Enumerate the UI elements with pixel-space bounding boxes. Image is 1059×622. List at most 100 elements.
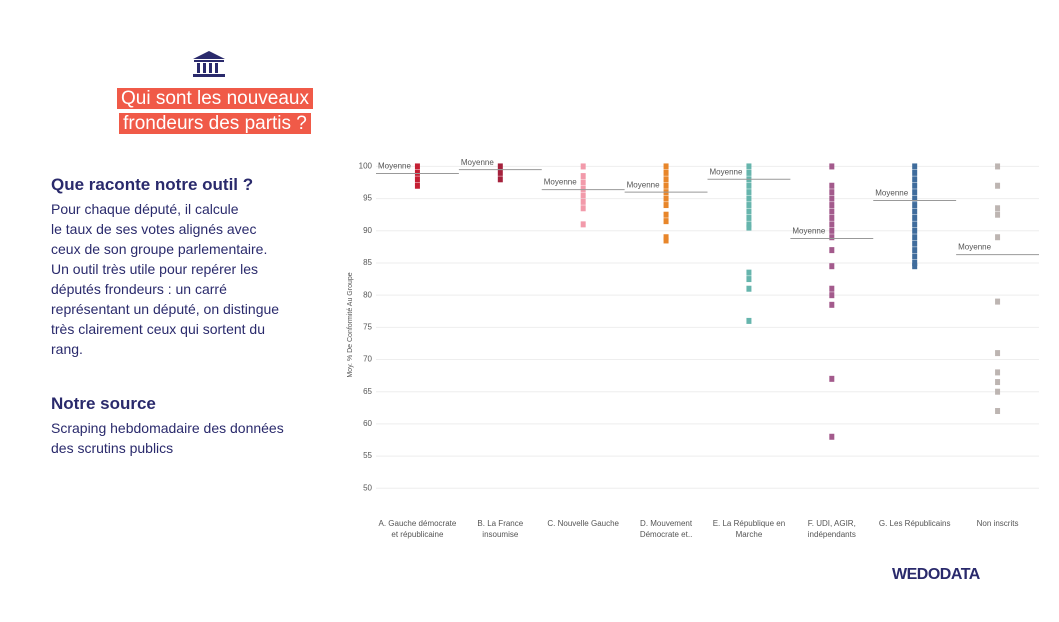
deputy-square	[912, 176, 918, 183]
mean-label: Moyenne	[710, 167, 743, 176]
deputy-square	[995, 211, 1001, 218]
deputy-square	[580, 221, 586, 228]
deputy-square	[912, 263, 918, 270]
section-text: Un outil très utile pour repérer les	[51, 261, 258, 277]
deputy-square	[912, 240, 918, 247]
deputy-square	[663, 218, 669, 225]
mean-label: Moyenne	[958, 243, 991, 252]
deputy-square	[829, 202, 835, 209]
deputy-square	[580, 185, 586, 192]
deputy-square	[995, 408, 1001, 415]
deputy-square	[580, 179, 586, 186]
x-tick-label: B. La France insoumise	[477, 519, 524, 539]
deputy-square	[580, 163, 586, 170]
deputy-square	[829, 234, 835, 241]
section-heading: Notre source	[51, 394, 156, 413]
deputy-square	[829, 214, 835, 221]
y-tick-label: 100	[359, 162, 373, 171]
deputy-square	[829, 263, 835, 270]
section: Notre source Scraping hebdomadaire des do…	[51, 394, 284, 458]
deputy-square	[746, 202, 752, 209]
y-tick-label: 80	[363, 290, 372, 299]
deputy-square	[829, 221, 835, 228]
deputy-square	[746, 221, 752, 228]
deputy-square	[829, 375, 835, 382]
deputy-square	[497, 163, 503, 170]
mean-label: Moyenne	[378, 162, 411, 171]
deputy-square	[829, 189, 835, 196]
deputy-square	[746, 269, 752, 276]
x-tick-label: D. Mouvement Démocrate et..	[639, 519, 693, 539]
deputy-square	[912, 208, 918, 215]
deputy-square	[912, 195, 918, 202]
y-tick-label: 50	[363, 483, 372, 492]
mean-label: Moyenne	[461, 158, 494, 167]
deputy-square	[663, 176, 669, 183]
deputy-square	[580, 198, 586, 205]
section-text: le taux de ses votes alignés avec	[51, 221, 257, 237]
deputy-square	[414, 169, 420, 176]
deputy-square	[912, 253, 918, 260]
section-text: Scraping hebdomadaire des données	[51, 420, 284, 436]
deputy-square	[746, 182, 752, 189]
deputy-square	[580, 173, 586, 180]
chart: 50 55 60 65 70 75 80 85 90 95 100 Moy. % De Conform…	[347, 158, 1039, 492]
deputy-square	[829, 285, 835, 292]
y-tick-label: 85	[363, 258, 372, 267]
deputy-square	[995, 234, 1001, 241]
deputy-square	[580, 205, 586, 212]
section-text: députés frondeurs : un carré	[51, 281, 227, 297]
deputy-square	[497, 176, 503, 183]
y-tick-label: 70	[363, 355, 372, 364]
deputy-square	[912, 221, 918, 228]
deputy-square	[414, 163, 420, 170]
deputy-square	[995, 182, 1001, 189]
y-tick-label: 75	[363, 322, 372, 331]
deputy-square	[663, 182, 669, 189]
deputy-square	[995, 163, 1001, 170]
deputy-square	[912, 214, 918, 221]
deputy-square	[746, 224, 752, 231]
building-icon	[193, 51, 225, 77]
deputy-square	[912, 163, 918, 170]
deputy-square	[746, 276, 752, 283]
deputy-square	[746, 317, 752, 324]
title-line: Qui sont les nouveaux	[116, 88, 313, 109]
deputy-square	[746, 163, 752, 170]
deputy-square	[663, 195, 669, 202]
section: Que raconte notre outil ? Pour chaque dép…	[51, 175, 279, 359]
deputy-square	[829, 227, 835, 234]
section-heading: Que raconte notre outil ?	[51, 175, 254, 194]
y-axis-title: Moy. % De Conformité Au Groupe	[347, 272, 354, 377]
deputy-square	[829, 163, 835, 170]
deputy-square	[663, 202, 669, 209]
mean-label: Moyenne	[544, 178, 577, 187]
deputy-square	[746, 285, 752, 292]
y-tick-label: 60	[363, 419, 372, 428]
deputy-square	[912, 247, 918, 254]
deputy-square	[912, 182, 918, 189]
deputy-square	[829, 301, 835, 308]
deputy-square	[663, 211, 669, 218]
deputy-square	[663, 237, 669, 244]
mean-label: Moyenne	[792, 227, 825, 236]
deputy-square	[995, 298, 1001, 305]
deputy-square	[829, 433, 835, 440]
x-tick-label: A. Gauche démocrate et républicaine	[378, 519, 457, 539]
y-tick-label: 55	[363, 451, 372, 460]
y-tick-label: 95	[363, 194, 372, 203]
y-tick-label: 90	[363, 226, 372, 235]
deputy-square	[829, 208, 835, 215]
deputy-square	[829, 182, 835, 189]
deputy-square	[497, 169, 503, 176]
deputy-square	[746, 208, 752, 215]
section-text: représentant un député, on distingue	[51, 301, 280, 317]
mean-label: Moyenne	[627, 180, 660, 189]
mean-label: Moyenne	[875, 189, 908, 198]
x-tick-label: Non inscrits	[976, 519, 1019, 528]
deputy-square	[912, 169, 918, 176]
section-text: très clairement ceux qui sortent du	[51, 321, 265, 337]
deputy-square	[995, 350, 1001, 357]
deputy-square	[912, 259, 918, 266]
